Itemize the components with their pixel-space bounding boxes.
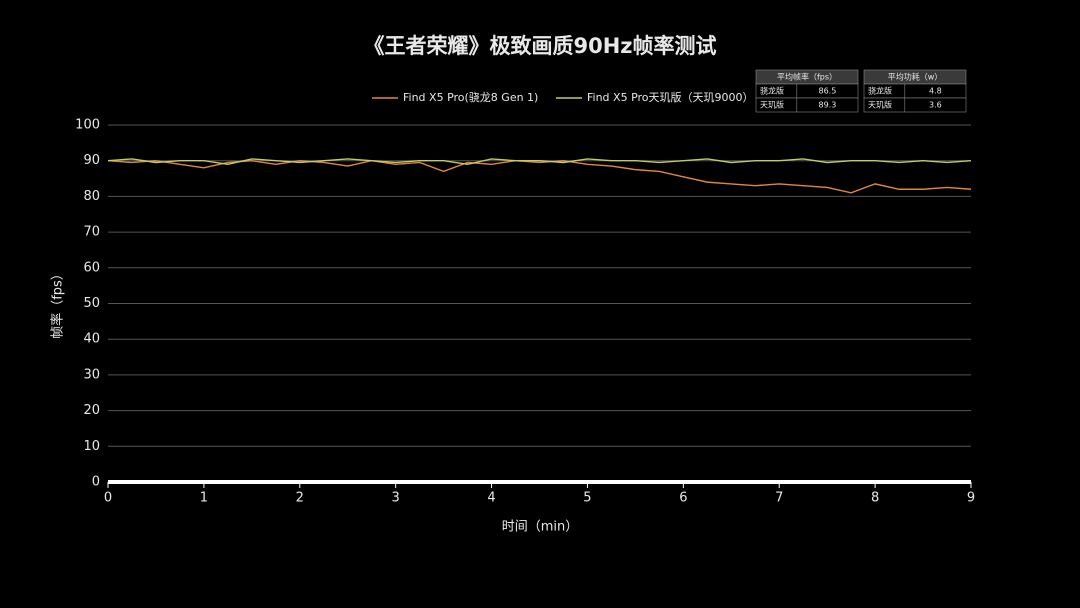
table-cell-text: 4.8 [929, 87, 942, 96]
y-tick-label: 0 [92, 475, 100, 490]
y-tick-label: 60 [83, 260, 100, 275]
y-tick-label: 10 [83, 439, 100, 454]
table-header: 平均帧率（fps） [777, 72, 837, 82]
x-tick-label: 7 [775, 491, 783, 506]
table-cell-text: 86.5 [818, 87, 836, 96]
x-tick-label: 3 [392, 491, 400, 506]
y-tick-label: 100 [75, 118, 100, 133]
table-cell-text: 89.3 [818, 101, 836, 110]
chart-title: 《王者荣耀》极致画质90Hz帧率测试 [363, 34, 716, 58]
x-tick-label: 1 [200, 491, 208, 506]
y-tick-label: 40 [83, 332, 100, 347]
x-tick-label: 9 [967, 491, 975, 506]
x-tick-label: 8 [871, 491, 879, 506]
series-line [107, 158, 972, 165]
y-tick-label: 80 [83, 189, 100, 204]
x-tick-label: 2 [296, 491, 304, 506]
x-tick-label: 4 [487, 491, 495, 506]
y-tick-label: 90 [83, 153, 100, 168]
y-axis-label: 帧率（fps） [50, 267, 66, 339]
table-cell-text: 骁龙版 [868, 86, 892, 96]
series-line [107, 159, 972, 194]
y-tick-label: 70 [83, 225, 100, 240]
y-tick-label: 20 [83, 403, 100, 418]
table-cell-text: 骁龙版 [760, 86, 784, 96]
y-tick-label: 30 [83, 367, 100, 382]
y-tick-label: 50 [83, 296, 100, 311]
table-header: 平均功耗（w） [888, 72, 943, 82]
table-cell-text: 天玑版 [868, 100, 892, 110]
x-tick-label: 6 [679, 491, 687, 506]
legend-label: Find X5 Pro(骁龙8 Gen 1) [403, 90, 538, 104]
x-tick-label: 0 [104, 491, 112, 506]
x-tick-label: 5 [583, 491, 591, 506]
x-axis-label: 时间（min） [502, 520, 579, 535]
table-cell [796, 97, 859, 113]
table-cell-text: 天玑版 [760, 100, 784, 110]
table-cell-text: 3.6 [929, 101, 942, 110]
table-cell [904, 97, 967, 113]
legend-label: Find X5 Pro天玑版（天玑9000） [587, 90, 754, 104]
